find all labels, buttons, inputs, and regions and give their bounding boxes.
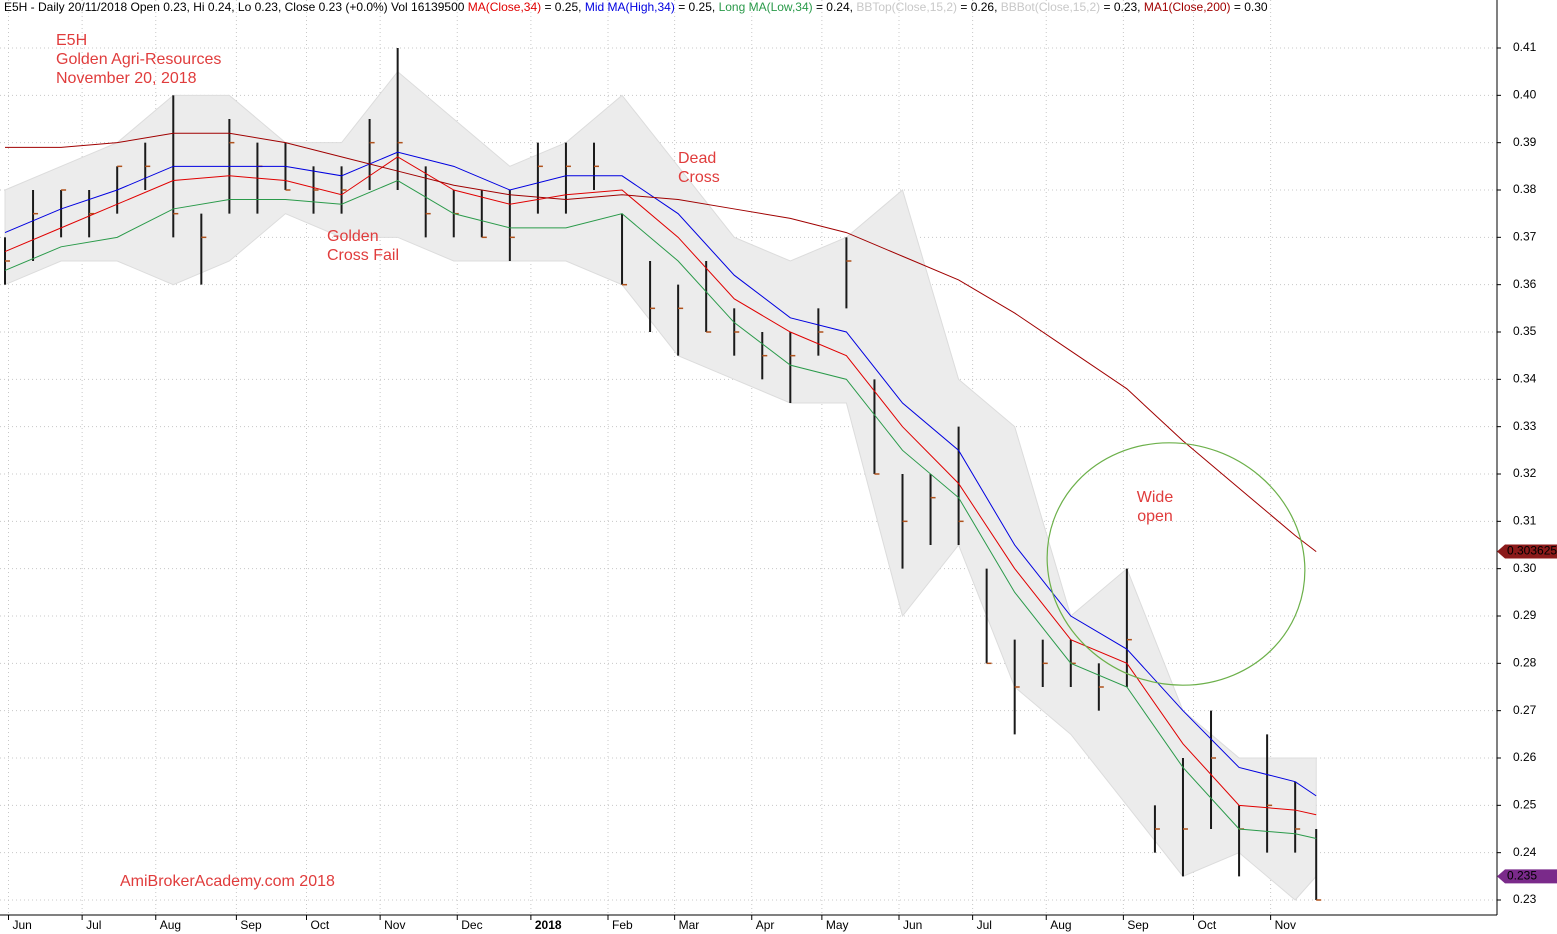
y-tick-label: 0.40 — [1513, 88, 1537, 102]
x-tick-label: Sep — [1127, 918, 1149, 932]
x-tick-label: Jun — [903, 918, 922, 932]
header-part: MA1(Close,200) — [1144, 0, 1231, 14]
y-tick-label: 0.30 — [1513, 561, 1537, 575]
header-part: BBTop(Close,15,2) — [856, 0, 957, 14]
header-part: = 0.23, — [1100, 0, 1144, 14]
lines-layer — [4, 132, 1317, 839]
annotation-text: Cross — [678, 169, 720, 186]
ma-line — [5, 132, 1317, 553]
y-tick-label: 0.39 — [1513, 135, 1537, 149]
header-part: = 0.30 — [1231, 0, 1268, 14]
y-tick-label: 0.38 — [1513, 182, 1537, 196]
y-tick-label: 0.36 — [1513, 277, 1537, 291]
y-tick-label: 0.26 — [1513, 750, 1537, 764]
annotation-ellipse — [1046, 442, 1306, 686]
header-part: = 0.26, — [957, 0, 1001, 14]
ma-line — [4, 156, 1317, 816]
x-tick-label: Aug — [1050, 918, 1071, 932]
price-marker-label: 0.235 — [1507, 869, 1537, 883]
annotation-text: Cross Fail — [327, 247, 399, 264]
price-marker — [1497, 544, 1557, 559]
y-tick-label: 0.34 — [1513, 372, 1537, 386]
ma-line — [4, 151, 1317, 797]
y-tick-label: 0.33 — [1513, 419, 1537, 433]
x-tick-label: Jul — [86, 918, 101, 932]
header-part: E5H - Daily 20/11/2018 Open 0.23, Hi 0.2… — [4, 0, 468, 14]
y-tick-label: 0.31 — [1513, 514, 1537, 528]
annotation-text: AmiBrokerAcademy.com 2018 — [120, 873, 335, 890]
x-tick-label: Oct — [311, 918, 330, 932]
annotation-text: E5H — [56, 32, 87, 49]
header-part: = 0.25, — [675, 0, 719, 14]
header-part: = 0.24, — [813, 0, 857, 14]
x-tick-label: Apr — [756, 918, 775, 932]
x-tick-label: Aug — [160, 918, 181, 932]
y-tick-label: 0.28 — [1513, 656, 1537, 670]
y-tick-label: 0.25 — [1513, 798, 1537, 812]
header: E5H - Daily 20/11/2018 Open 0.23, Hi 0.2… — [4, 0, 1268, 14]
ma-line — [4, 179, 1317, 839]
x-tick-label: Nov — [384, 918, 405, 932]
y-tick-label: 0.23 — [1513, 892, 1537, 906]
header-part: BBBot(Close,15,2) — [1001, 0, 1100, 14]
x-tick-label: Oct — [1197, 918, 1216, 932]
y-tick-label: 0.24 — [1513, 845, 1537, 859]
y-tick-label: 0.32 — [1513, 466, 1537, 480]
annotation-text: Dead — [678, 150, 716, 167]
annotation-text: November 20, 2018 — [56, 70, 197, 87]
annotation: E5H Golden Agri-Resources November 20, 2… — [56, 32, 1173, 890]
x-tick-label: May — [826, 918, 849, 932]
price-marker — [1497, 869, 1557, 884]
header-part: MA(Close,34) — [468, 0, 541, 14]
y-tick-label: 0.29 — [1513, 608, 1537, 622]
header-part: Long MA(Low,34) — [719, 0, 813, 14]
annotation-text: Wide — [1137, 489, 1174, 506]
y-tick-label: 0.37 — [1513, 230, 1537, 244]
x-tick-label: 2018 — [535, 918, 562, 932]
y-tick-label: 0.35 — [1513, 324, 1537, 338]
header-part: = 0.25, — [541, 0, 585, 14]
x-tick-label: Jul — [977, 918, 992, 932]
x-tick-label: Dec — [461, 918, 482, 932]
x-tick-label: Sep — [240, 918, 262, 932]
price-marker-label: 0.303625 — [1507, 544, 1557, 558]
y-tick-label: 0.27 — [1513, 703, 1537, 717]
annotation-text: open — [1137, 508, 1173, 525]
x-tick-label: Jun — [13, 918, 32, 932]
annotation-text: Golden — [327, 228, 379, 245]
y-tick-label: 0.41 — [1513, 40, 1537, 54]
header-part: Mid MA(High,34) — [585, 0, 675, 14]
x-tick-label: Feb — [612, 918, 633, 932]
annotation-text: Golden Agri-Resources — [56, 51, 221, 68]
x-tick-label: Nov — [1275, 918, 1296, 932]
x-tick-label: Mar — [679, 918, 700, 932]
